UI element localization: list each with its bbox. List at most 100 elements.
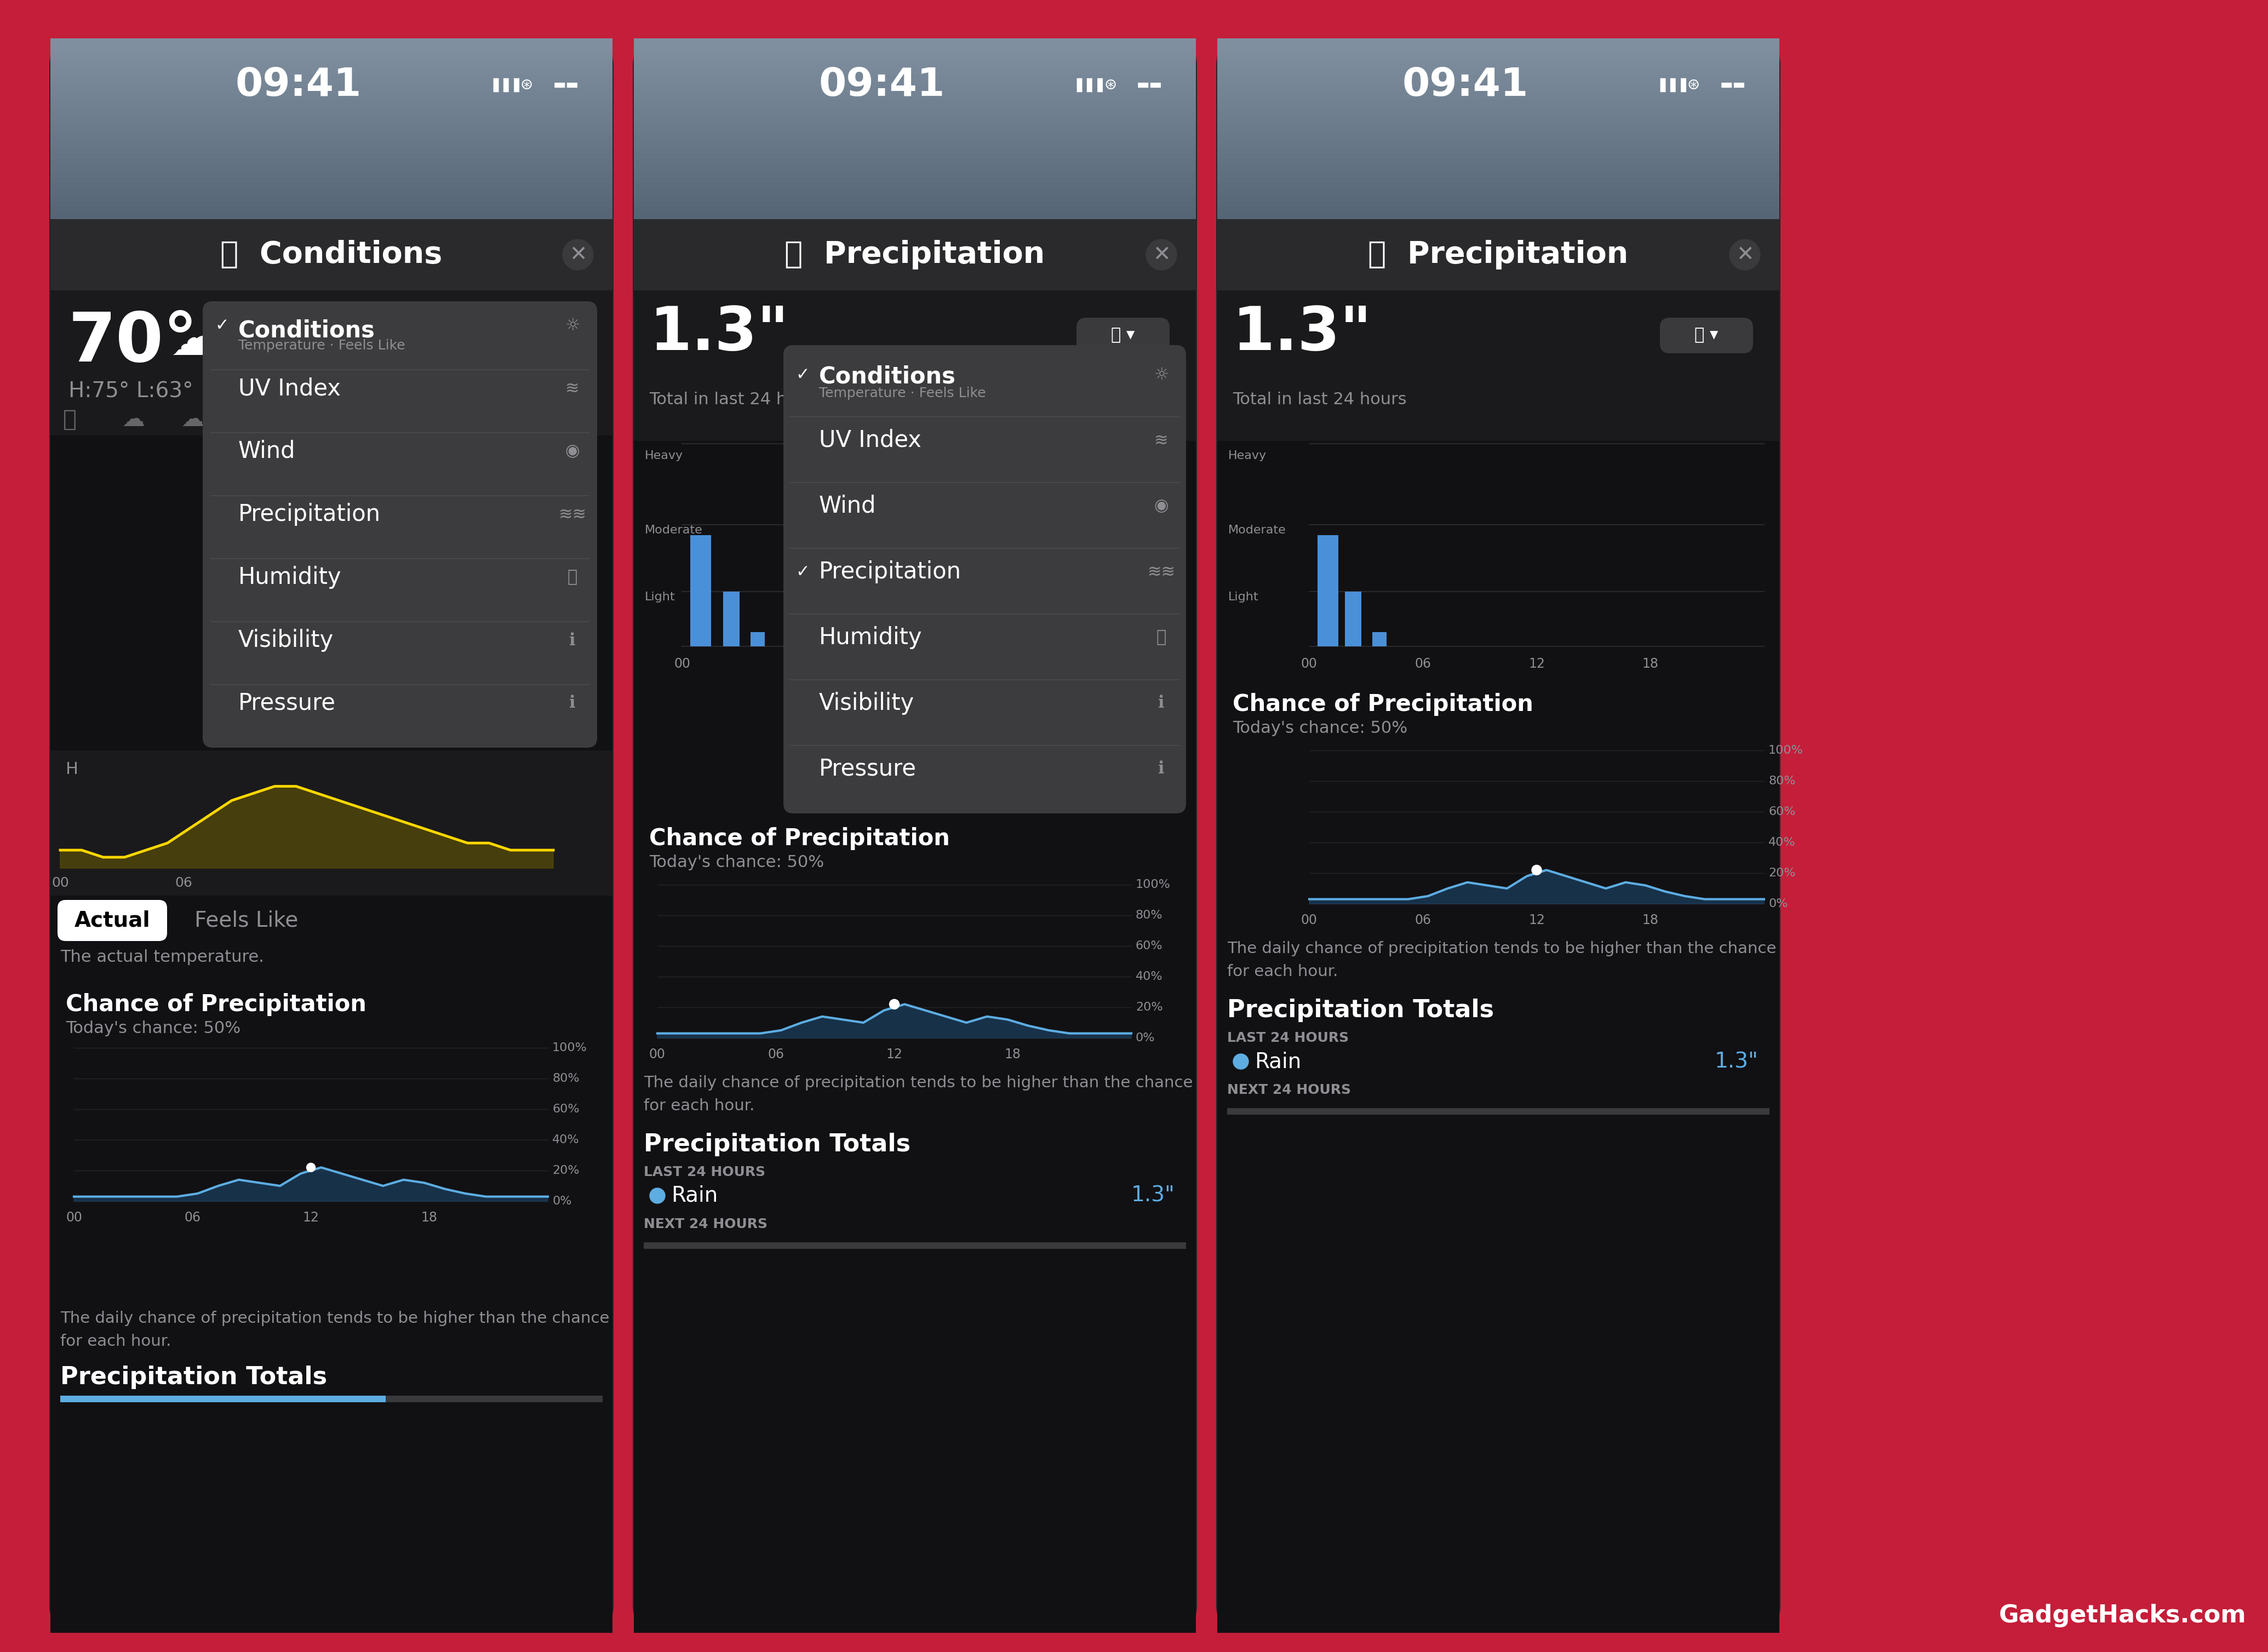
Bar [1218, 213, 1780, 220]
FancyBboxPatch shape [1077, 317, 1170, 354]
Text: Wind: Wind [819, 494, 875, 517]
Text: ℹ: ℹ [1159, 695, 1163, 712]
Text: 09:41: 09:41 [1402, 66, 1529, 104]
Bar [633, 122, 1195, 129]
Bar [50, 202, 612, 208]
Bar [1218, 147, 1780, 154]
Bar [633, 154, 1195, 159]
Text: 40%: 40% [1769, 838, 1796, 847]
Text: Chance of Precipitation: Chance of Precipitation [649, 828, 950, 851]
Bar [1218, 177, 1780, 183]
Text: 💧  Precipitation: 💧 Precipitation [1368, 240, 1628, 269]
Text: The daily chance of precipitation tends to be higher than the chance: The daily chance of precipitation tends … [1227, 942, 1776, 957]
Bar [723, 591, 739, 646]
Text: Precipitation Totals: Precipitation Totals [644, 1133, 909, 1156]
Text: 12: 12 [887, 1047, 903, 1061]
Text: Precipitation: Precipitation [819, 560, 962, 583]
Text: 00: 00 [1302, 914, 1318, 927]
Text: 00: 00 [66, 1211, 82, 1224]
Polygon shape [75, 1168, 549, 1201]
Bar [1218, 129, 1780, 135]
Bar [633, 45, 1195, 51]
Text: 80%: 80% [551, 1074, 578, 1084]
Text: ℹ: ℹ [569, 695, 576, 712]
Bar [50, 38, 612, 45]
Text: Pressure: Pressure [238, 692, 336, 715]
Text: 00: 00 [52, 877, 68, 889]
Text: 0%: 0% [551, 1196, 572, 1206]
Text: UV Index: UV Index [819, 430, 921, 453]
Text: ⊛: ⊛ [519, 78, 533, 93]
Text: ⊛: ⊛ [1687, 78, 1701, 93]
Text: ▬▬: ▬▬ [553, 78, 578, 91]
Text: UV Index: UV Index [238, 377, 340, 400]
Bar [633, 81, 1195, 88]
Text: The daily chance of precipitation tends to be higher than the chance: The daily chance of precipitation tends … [644, 1075, 1193, 1090]
Circle shape [889, 999, 898, 1009]
Bar [633, 135, 1195, 142]
Bar [50, 195, 612, 202]
Text: Light: Light [644, 591, 676, 603]
Text: ◉: ◉ [1154, 499, 1168, 514]
Bar [633, 99, 1195, 106]
Bar [633, 38, 1195, 45]
Bar [50, 147, 612, 154]
Text: ⛈: ⛈ [64, 408, 77, 431]
Bar [50, 129, 612, 135]
Text: 06: 06 [1415, 914, 1431, 927]
Text: Conditions: Conditions [819, 365, 955, 388]
Bar [1218, 81, 1780, 88]
Text: ▬▬: ▬▬ [1719, 78, 1746, 91]
Text: 60%: 60% [1769, 806, 1796, 818]
Text: Actual: Actual [75, 910, 150, 930]
Text: 12: 12 [1529, 657, 1545, 671]
Text: 1.3": 1.3" [1715, 1051, 1758, 1072]
Bar [633, 195, 1195, 202]
Text: 100%: 100% [1769, 745, 1803, 757]
Text: ⊛: ⊛ [1105, 78, 1116, 93]
Bar [50, 135, 612, 142]
Text: H:75° L:63°: H:75° L:63° [68, 380, 193, 401]
Bar [50, 122, 612, 129]
Text: Moderate: Moderate [644, 525, 703, 535]
Bar [633, 159, 1195, 165]
Text: Chance of Precipitation: Chance of Precipitation [66, 993, 367, 1016]
Text: Wind: Wind [238, 439, 295, 463]
FancyBboxPatch shape [1216, 38, 1780, 1632]
Bar [61, 1396, 386, 1403]
Text: 18: 18 [1642, 914, 1658, 927]
Bar [633, 51, 1195, 56]
Text: Humidity: Humidity [238, 567, 342, 588]
Text: ✓: ✓ [796, 563, 810, 580]
Bar [1218, 68, 1780, 74]
Text: Today's chance: 50%: Today's chance: 50% [1232, 720, 1408, 737]
Bar [1345, 591, 1361, 646]
Text: Conditions: Conditions [238, 319, 374, 342]
Text: 06: 06 [767, 1047, 785, 1061]
Text: GadgetHacks.com: GadgetHacks.com [1998, 1604, 2245, 1627]
Text: LAST 24 HOURS: LAST 24 HOURS [1227, 1031, 1349, 1044]
Bar [50, 165, 612, 172]
Bar [50, 177, 612, 183]
Text: Total in last 24 hours: Total in last 24 hours [649, 392, 823, 408]
FancyBboxPatch shape [1660, 317, 1753, 354]
Bar [1218, 206, 1780, 213]
Text: 00: 00 [674, 657, 689, 671]
Bar [1218, 202, 1780, 208]
Text: ✕: ✕ [1735, 244, 1753, 264]
Text: 60%: 60% [1136, 940, 1163, 952]
Bar [50, 980, 612, 1308]
Text: Temperature · Feels Like: Temperature · Feels Like [819, 387, 987, 400]
Bar [1218, 220, 1780, 291]
Polygon shape [1309, 871, 1765, 904]
Text: The actual temperature.: The actual temperature. [61, 950, 263, 965]
Text: Visibility: Visibility [238, 629, 333, 653]
Polygon shape [61, 786, 553, 869]
Text: Precipitation Totals: Precipitation Totals [1227, 998, 1495, 1023]
Text: 100%: 100% [1136, 879, 1170, 890]
Text: ≋≋: ≋≋ [1148, 563, 1175, 580]
Bar [1218, 51, 1780, 56]
Bar [50, 140, 612, 147]
Bar [633, 93, 1195, 99]
Text: ☁: ☁ [358, 408, 381, 431]
